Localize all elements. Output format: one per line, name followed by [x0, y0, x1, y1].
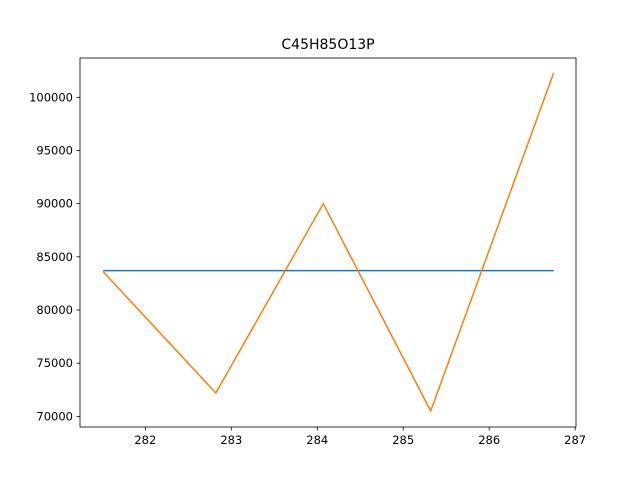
plot-frame [79, 57, 577, 428]
axes-layer: 282 283 284 285 286 287 70000 75000 80000 85000 90… [29, 57, 586, 447]
x-tick-label: 286 [478, 433, 500, 447]
y-tick-label: 70000 [36, 409, 73, 423]
y-tick-label: 100000 [29, 90, 73, 104]
x-tick-label: 287 [564, 433, 586, 447]
chart-title: C45H85O13P [281, 37, 374, 53]
y-tick-label: 75000 [36, 356, 73, 370]
y-tick-label: 90000 [36, 197, 73, 211]
y-tick-label: 95000 [36, 144, 73, 158]
x-tick-label: 285 [392, 433, 414, 447]
x-tick-label: 282 [134, 433, 156, 447]
y-tick-label: 85000 [36, 250, 73, 264]
x-tick-label: 284 [306, 433, 328, 447]
x-tick-label: 283 [220, 433, 242, 447]
series-layer [102, 72, 555, 412]
y-tick-label: 80000 [36, 303, 73, 317]
series-line-2 [102, 72, 555, 412]
